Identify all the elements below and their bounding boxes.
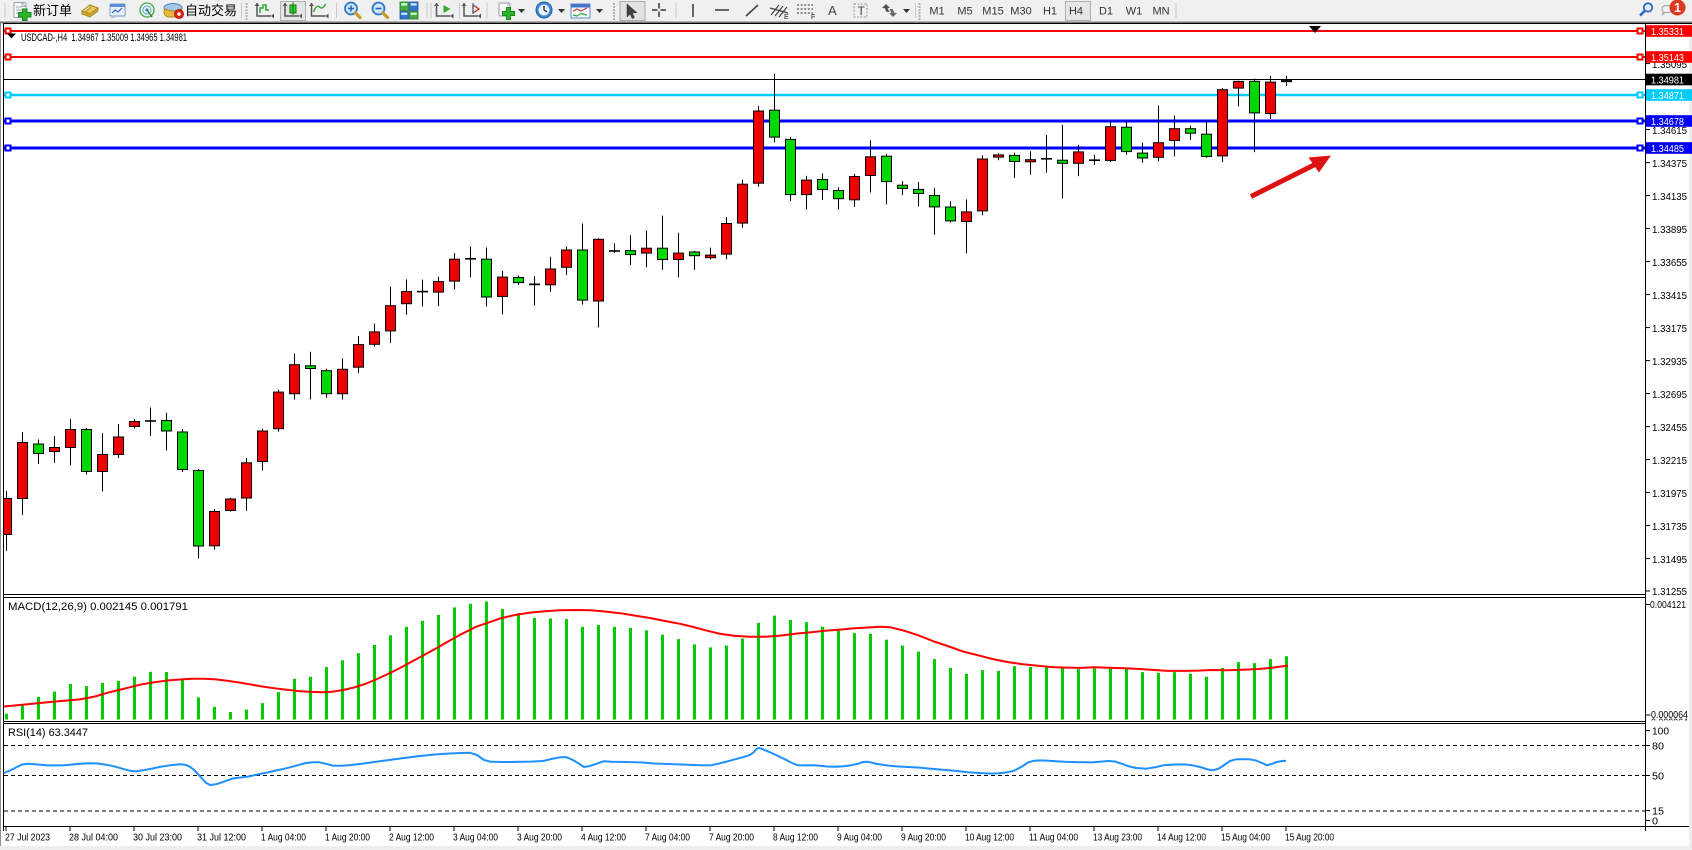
svg-text:1.34871: 1.34871 xyxy=(1651,91,1684,102)
svg-text:MACD(12,26,9) 0.002145 0.00179: MACD(12,26,9) 0.002145 0.001791 xyxy=(8,601,188,613)
svg-text:1.33415: 1.33415 xyxy=(1652,291,1687,302)
svg-text:27 Jul 2023: 27 Jul 2023 xyxy=(5,833,50,844)
svg-text:1 Aug 20:00: 1 Aug 20:00 xyxy=(325,833,370,844)
svg-text:1.33895: 1.33895 xyxy=(1652,225,1687,236)
svg-text:-0.000064: -0.000064 xyxy=(1648,718,1688,729)
svg-text:1.35095: 1.35095 xyxy=(1652,60,1687,71)
svg-text:1.31255: 1.31255 xyxy=(1652,587,1687,598)
svg-text:15 Aug 04:00: 15 Aug 04:00 xyxy=(1221,833,1270,844)
svg-text:15 Aug 20:00: 15 Aug 20:00 xyxy=(1285,833,1334,844)
svg-text:1.34485: 1.34485 xyxy=(1651,144,1684,155)
svg-text:13 Aug 23:00: 13 Aug 23:00 xyxy=(1093,833,1142,844)
svg-text:0: 0 xyxy=(1652,816,1658,827)
svg-text:自动交易: 自动交易 xyxy=(185,3,237,18)
svg-text:1.34678: 1.34678 xyxy=(1651,117,1684,128)
svg-text:H4: H4 xyxy=(1069,6,1083,18)
svg-text:3 Aug 04:00: 3 Aug 04:00 xyxy=(453,833,498,844)
svg-text:8 Aug 12:00: 8 Aug 12:00 xyxy=(773,833,818,844)
svg-text:1 Aug 04:00: 1 Aug 04:00 xyxy=(261,833,306,844)
svg-text:D1: D1 xyxy=(1099,6,1113,18)
svg-text:7 Aug 04:00: 7 Aug 04:00 xyxy=(645,833,690,844)
svg-text:4 Aug 12:00: 4 Aug 12:00 xyxy=(581,833,626,844)
svg-text:1.31495: 1.31495 xyxy=(1652,555,1687,566)
svg-text:1: 1 xyxy=(1674,1,1681,15)
svg-text:H1: H1 xyxy=(1043,6,1057,18)
svg-text:1.31975: 1.31975 xyxy=(1652,489,1687,500)
svg-text:1.31735: 1.31735 xyxy=(1652,522,1687,533)
svg-text:80: 80 xyxy=(1652,741,1664,752)
svg-text:11 Aug 04:00: 11 Aug 04:00 xyxy=(1029,833,1078,844)
svg-text:2 Aug 12:00: 2 Aug 12:00 xyxy=(389,833,434,844)
svg-text:1.34981: 1.34981 xyxy=(1651,75,1684,86)
svg-text:M1: M1 xyxy=(929,6,944,18)
svg-text:T: T xyxy=(858,4,866,18)
svg-text:9 Aug 04:00: 9 Aug 04:00 xyxy=(837,833,882,844)
svg-text:E: E xyxy=(784,14,789,21)
svg-text:W1: W1 xyxy=(1126,6,1143,18)
svg-text:F: F xyxy=(811,14,815,21)
svg-text:31 Jul 12:00: 31 Jul 12:00 xyxy=(197,833,246,844)
svg-text:1.34375: 1.34375 xyxy=(1652,159,1687,170)
svg-text:10 Aug 12:00: 10 Aug 12:00 xyxy=(965,833,1014,844)
svg-text:1.32935: 1.32935 xyxy=(1652,357,1687,368)
svg-text:3 Aug 20:00: 3 Aug 20:00 xyxy=(517,833,562,844)
svg-text:M30: M30 xyxy=(1010,6,1031,18)
svg-text:A: A xyxy=(828,3,837,18)
svg-text:0.004121: 0.004121 xyxy=(1650,600,1686,611)
svg-text:新订单: 新订单 xyxy=(33,3,72,18)
svg-text:1.33655: 1.33655 xyxy=(1652,258,1687,269)
svg-text:USDCAD-,H4 1.34967 1.35009 1.: USDCAD-,H4 1.34967 1.35009 1.34965 1.349… xyxy=(21,32,187,44)
svg-text:1.35143: 1.35143 xyxy=(1651,53,1684,64)
svg-text:14 Aug 12:00: 14 Aug 12:00 xyxy=(1157,833,1206,844)
svg-text:1.32215: 1.32215 xyxy=(1652,456,1687,467)
svg-text:50: 50 xyxy=(1652,771,1664,782)
svg-text:-0.000064: -0.000064 xyxy=(1648,710,1688,721)
svg-text:1.34615: 1.34615 xyxy=(1652,126,1687,137)
svg-text:28 Jul 04:00: 28 Jul 04:00 xyxy=(69,833,118,844)
svg-text:M5: M5 xyxy=(957,6,972,18)
svg-text:M15: M15 xyxy=(982,6,1003,18)
svg-text:100: 100 xyxy=(1652,726,1669,737)
svg-text:9 Aug 20:00: 9 Aug 20:00 xyxy=(901,833,946,844)
svg-text:1.33175: 1.33175 xyxy=(1652,324,1687,335)
svg-text:1.32695: 1.32695 xyxy=(1652,390,1687,401)
svg-text:1.34135: 1.34135 xyxy=(1652,192,1687,203)
svg-text:15: 15 xyxy=(1652,806,1664,817)
svg-text:MN: MN xyxy=(1152,6,1169,18)
svg-text:RSI(14) 63.3447: RSI(14) 63.3447 xyxy=(8,727,88,739)
svg-text:7 Aug 20:00: 7 Aug 20:00 xyxy=(709,833,754,844)
svg-text:30 Jul 23:00: 30 Jul 23:00 xyxy=(133,833,182,844)
svg-text:1.35331: 1.35331 xyxy=(1651,27,1684,38)
svg-text:1.32455: 1.32455 xyxy=(1652,423,1687,434)
